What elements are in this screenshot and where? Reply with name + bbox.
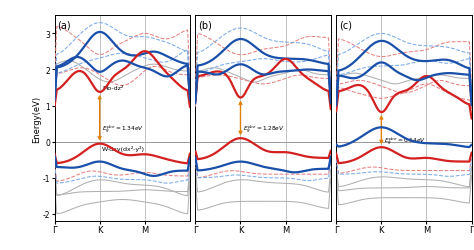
Text: Mo-dz²: Mo-dz² bbox=[102, 86, 123, 91]
Text: (a): (a) bbox=[57, 20, 71, 30]
Text: $E_g^{pbe}=1.28eV$: $E_g^{pbe}=1.28eV$ bbox=[243, 123, 285, 135]
Text: (b): (b) bbox=[198, 20, 212, 30]
Text: $E_g^{pbe}=0.64eV$: $E_g^{pbe}=0.64eV$ bbox=[383, 135, 426, 147]
Text: W-dxy(dx²-y²): W-dxy(dx²-y²) bbox=[102, 146, 145, 152]
Text: $E_g^{pbe}=1.34eV$: $E_g^{pbe}=1.34eV$ bbox=[102, 123, 144, 135]
Text: (c): (c) bbox=[339, 20, 352, 30]
Y-axis label: Energy(eV): Energy(eV) bbox=[32, 95, 41, 142]
